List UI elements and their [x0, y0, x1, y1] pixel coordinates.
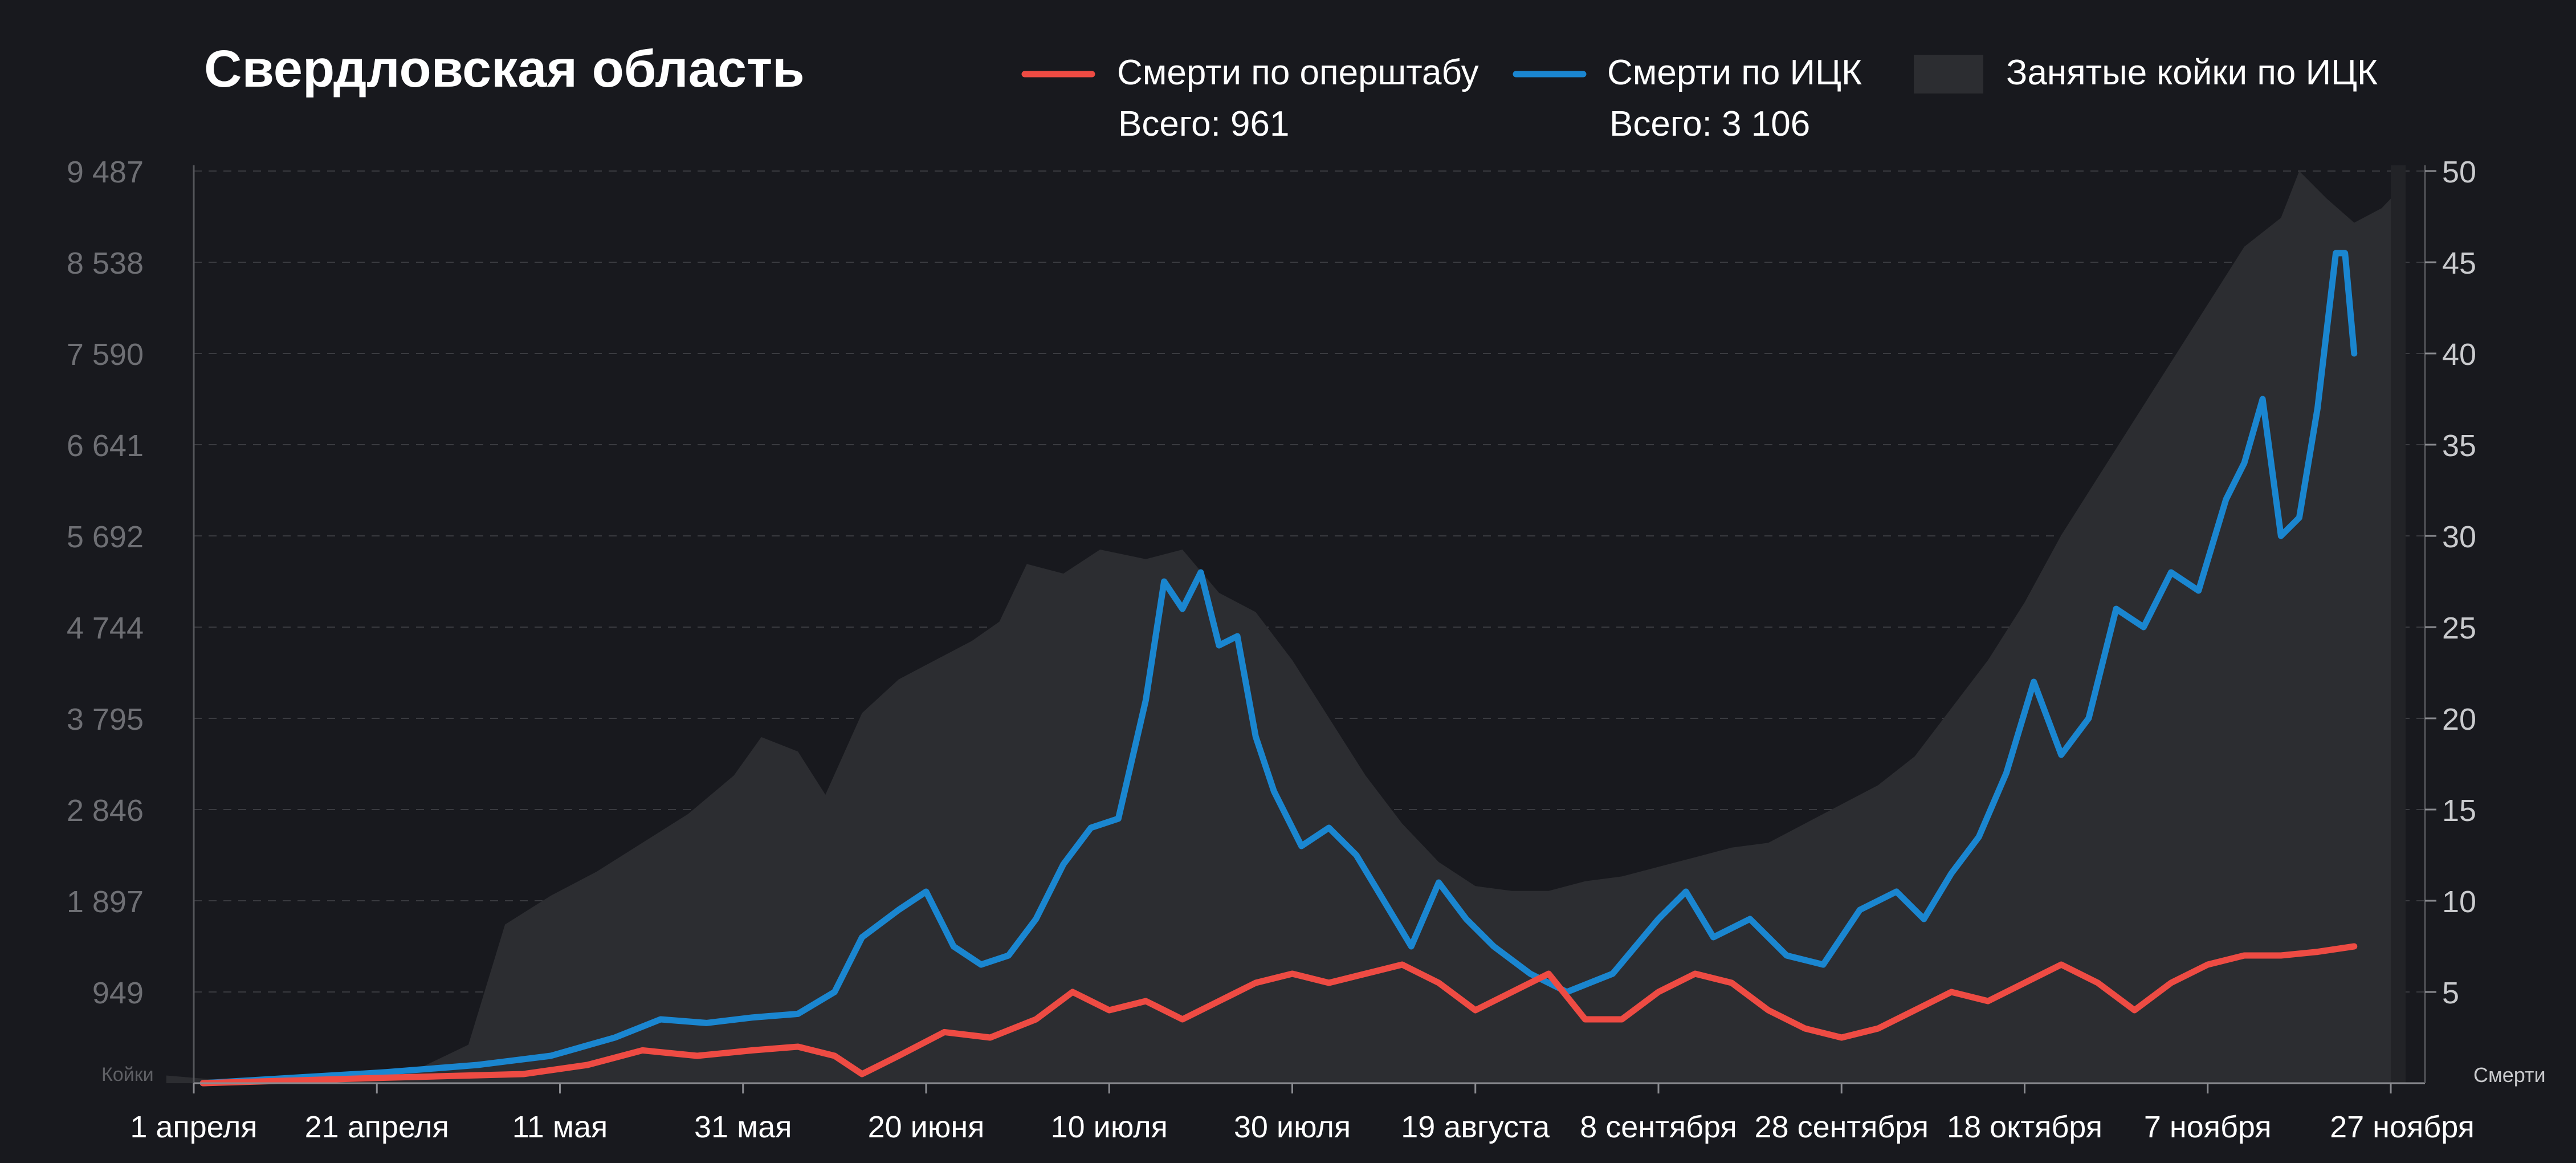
left-tick-label: 8 538 [67, 246, 144, 280]
legend-label-beds: Занятые койки по ИЦК [2006, 53, 2378, 92]
right-tick-label: 20 [2442, 702, 2476, 737]
x-tick-label: 18 октября [1947, 1110, 2102, 1144]
left-tick-label: 2 846 [67, 794, 144, 828]
series-area-beds [166, 171, 2391, 1083]
right-tick-label: 30 [2442, 520, 2476, 554]
area-right-strip [2391, 165, 2406, 1083]
x-tick-label: 8 сентября [1580, 1110, 1737, 1144]
legend-total-operstab: Всего: 961 [1118, 104, 1289, 144]
legend-total-ick: Всего: 3 106 [1609, 104, 1810, 144]
left-tick-label: 949 [92, 976, 144, 1010]
area-layer [166, 165, 2406, 1083]
right-tick-label: 5 [2442, 976, 2459, 1010]
x-tick-label: 1 апреля [130, 1110, 257, 1144]
right-tick-label: 10 [2442, 885, 2476, 919]
left-tick-label: 4 744 [67, 611, 144, 645]
x-tick-label: 19 августа [1401, 1110, 1550, 1144]
right-tick-label: 35 [2442, 429, 2476, 463]
legend-swatch-beds [1914, 55, 1983, 93]
right-tick-label: 45 [2442, 246, 2476, 280]
left-tick-label: 6 641 [67, 429, 144, 463]
series-line-ick [199, 250, 2358, 1087]
legend: Смерти по оперштабу Всего: 961 Смерти по… [1021, 53, 2378, 144]
series-line-operstab [199, 943, 2358, 1087]
x-tick-label: 28 сентября [1755, 1110, 1929, 1144]
x-tick-label: 10 июля [1051, 1110, 1168, 1144]
left-tick-label: 1 897 [67, 885, 144, 919]
right-tick-label: 40 [2442, 337, 2476, 372]
x-tick-label: 20 июня [868, 1110, 985, 1144]
chart-title: Свердловская область [204, 40, 805, 98]
x-tick-label: 7 ноября [2144, 1110, 2272, 1144]
right-tick-label: 50 [2442, 155, 2476, 189]
left-tick-label: 3 795 [67, 702, 144, 737]
tick-labels: 9 487 8 538 7 590 6 641 5 692 4 744 3 795 2 846… [67, 155, 2476, 1144]
x-tick-label: 21 апреля [305, 1110, 449, 1144]
right-tick-label: 15 [2442, 794, 2476, 828]
left-tick-label: 9 487 [67, 155, 144, 189]
left-tick-label: 5 692 [67, 520, 144, 554]
left-axis-label: Койки [101, 1064, 154, 1085]
legend-label-operstab: Смерти по оперштабу [1117, 53, 1479, 92]
left-tick-label: 7 590 [67, 337, 144, 372]
legend-label-ick: Смерти по ИЦК [1607, 53, 1862, 92]
x-tick-label: 30 июля [1234, 1110, 1351, 1144]
x-tick-label: 11 мая [512, 1110, 608, 1144]
right-axis-label: Смерти [2473, 1063, 2546, 1087]
x-tick-label: 31 мая [694, 1110, 792, 1144]
right-tick-label: 25 [2442, 611, 2476, 645]
lines-layer [199, 250, 2358, 1087]
x-tick-label: 27 ноября [2330, 1110, 2475, 1144]
axis-layer [193, 165, 2436, 1093]
